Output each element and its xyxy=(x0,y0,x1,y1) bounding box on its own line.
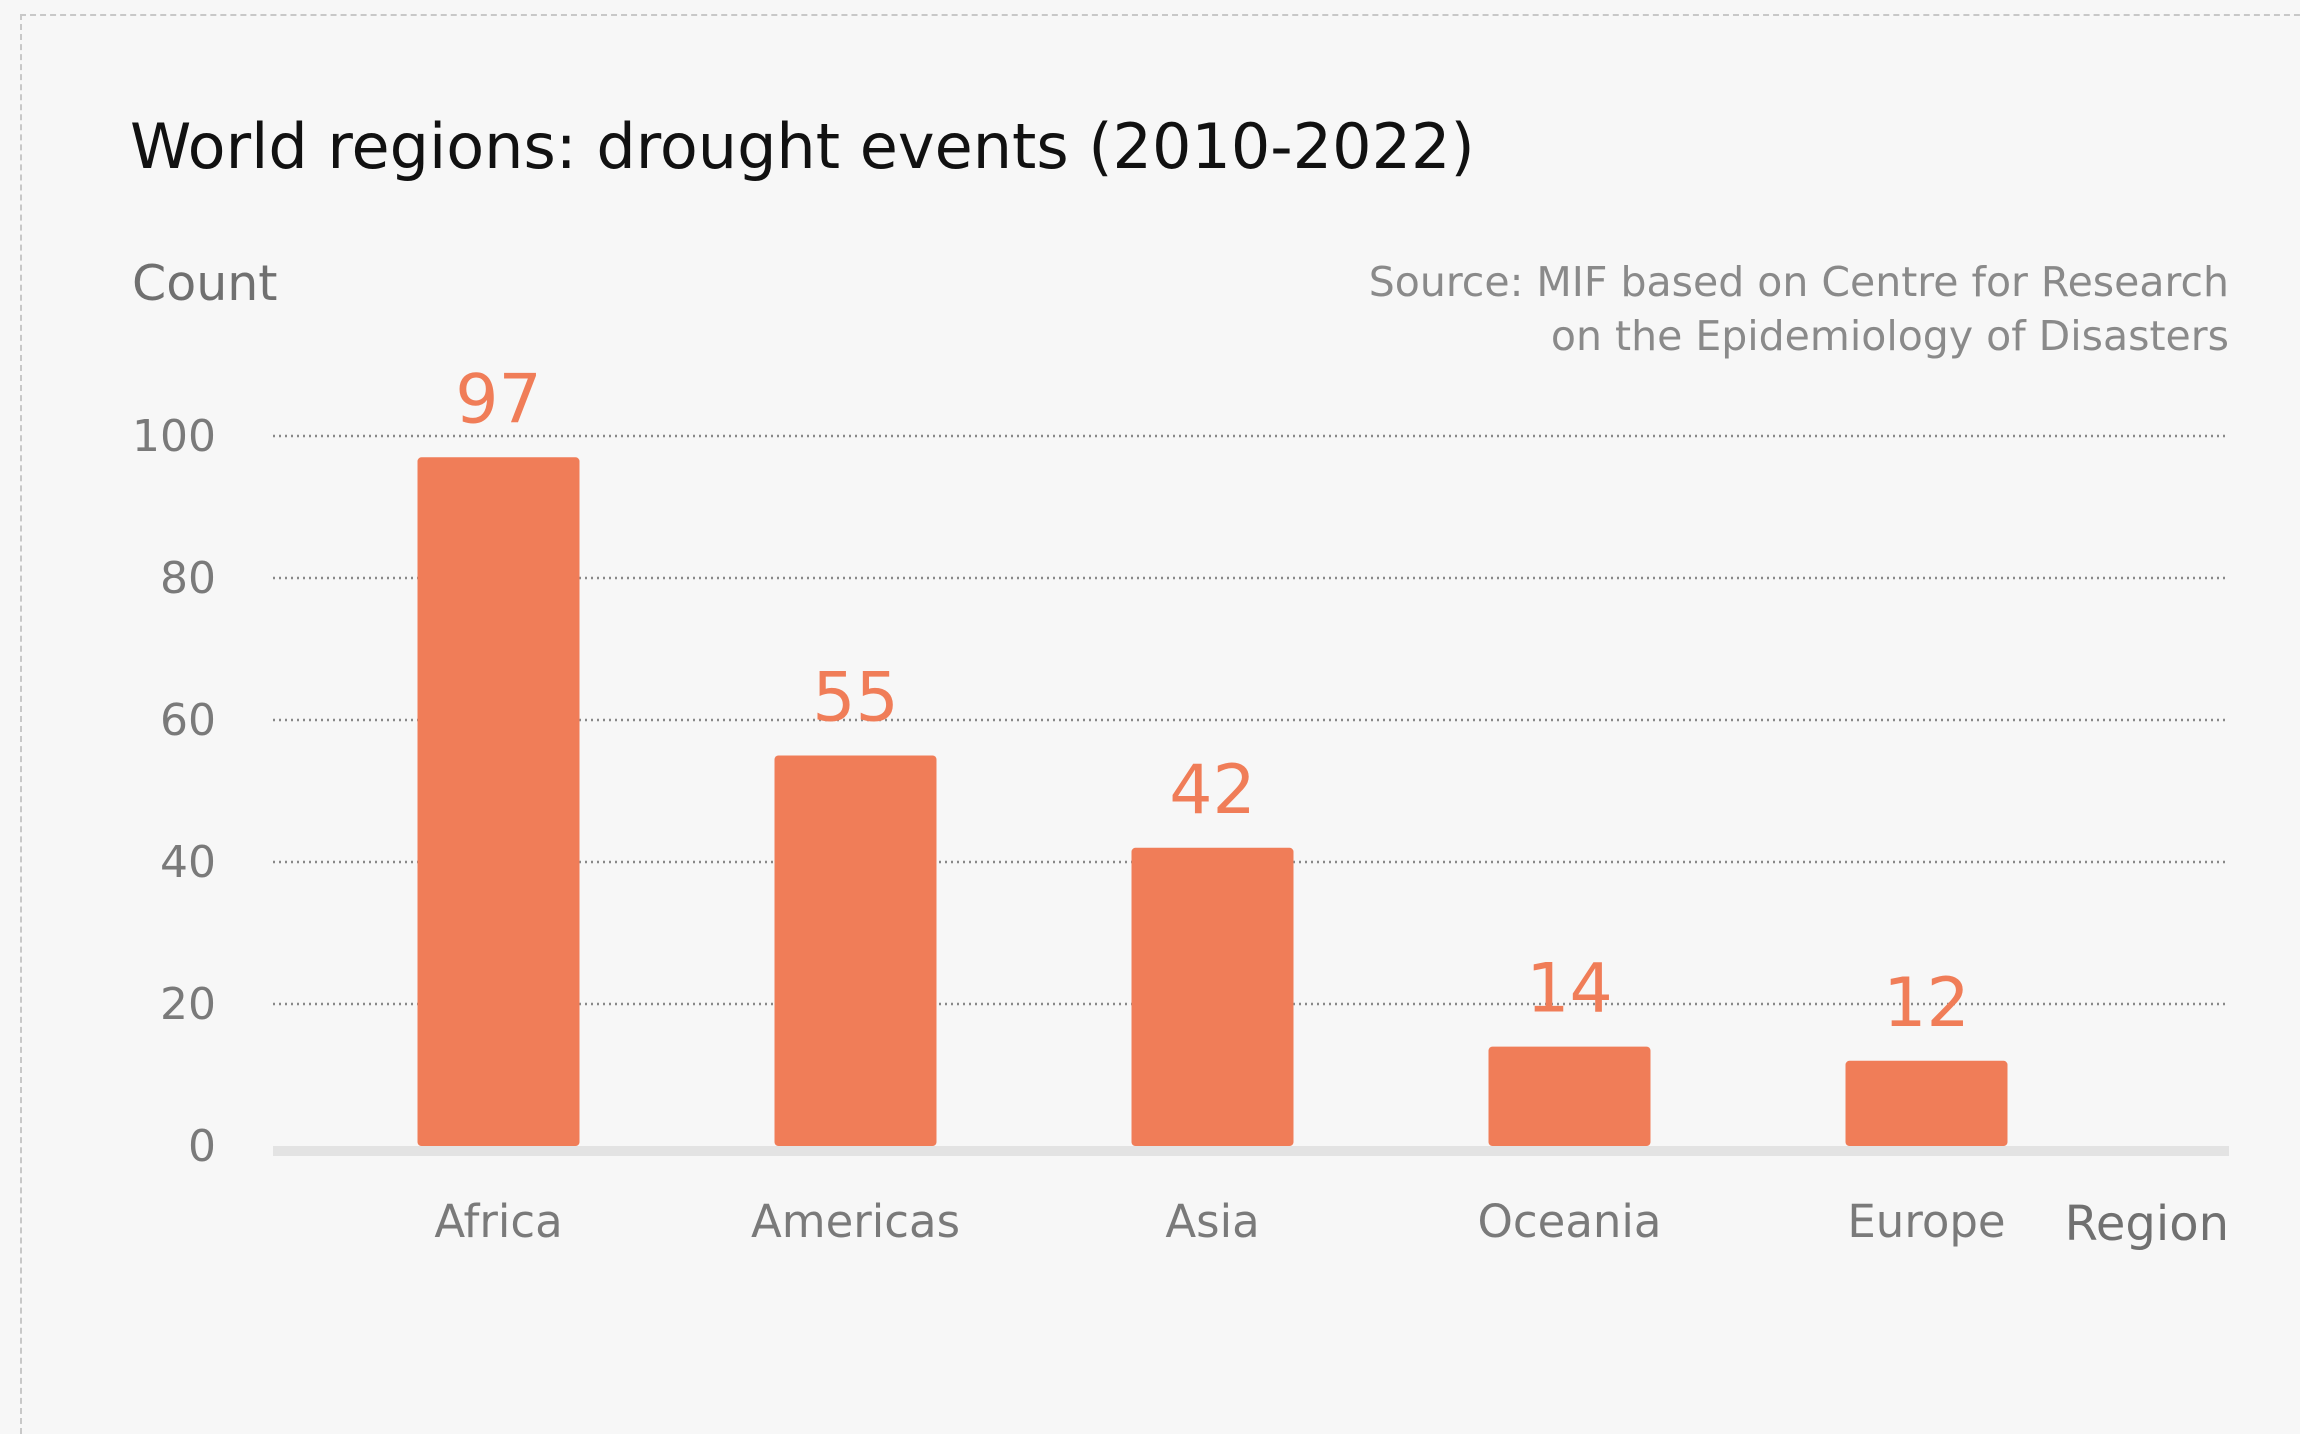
y-tick-label: 20 xyxy=(160,979,216,1030)
y-tick-label: 60 xyxy=(160,695,216,746)
category-label: Americas xyxy=(751,1195,960,1248)
source-line-2: on the Epidemiology of Disasters xyxy=(1551,312,2229,360)
value-label: 12 xyxy=(1883,964,1970,1043)
bar-europe xyxy=(1845,1060,2008,1146)
bar-oceania xyxy=(1488,1046,1651,1146)
y-axis-label: Count xyxy=(132,255,278,312)
bar-americas xyxy=(774,755,937,1146)
x-axis-label: Region xyxy=(2065,1196,2229,1252)
category-label: Europe xyxy=(1847,1195,2005,1248)
category-label: Africa xyxy=(434,1195,562,1248)
category-label: Asia xyxy=(1165,1195,1259,1248)
value-label: 14 xyxy=(1526,950,1613,1029)
chart-frame xyxy=(20,14,2300,1434)
labels: 0 20 40 60 80 100 97 Africa 55 Americas 42 Asia 14 Oc… xyxy=(132,360,2006,1248)
bars xyxy=(417,457,2008,1146)
y-tick-label: 40 xyxy=(160,837,216,888)
category-label: Oceania xyxy=(1477,1195,1661,1248)
bar-asia xyxy=(1131,847,1294,1146)
y-tick-label: 0 xyxy=(188,1121,216,1172)
chart-title: World regions: drought events (2010-2022… xyxy=(130,110,1475,183)
value-label: 55 xyxy=(812,659,899,738)
y-tick-label: 80 xyxy=(160,553,216,604)
source-line-1: Source: MIF based on Centre for Research xyxy=(1369,258,2229,306)
value-label: 42 xyxy=(1169,751,1256,830)
bar-africa xyxy=(417,457,580,1146)
value-label: 97 xyxy=(455,360,542,439)
y-tick-label: 100 xyxy=(132,411,216,462)
